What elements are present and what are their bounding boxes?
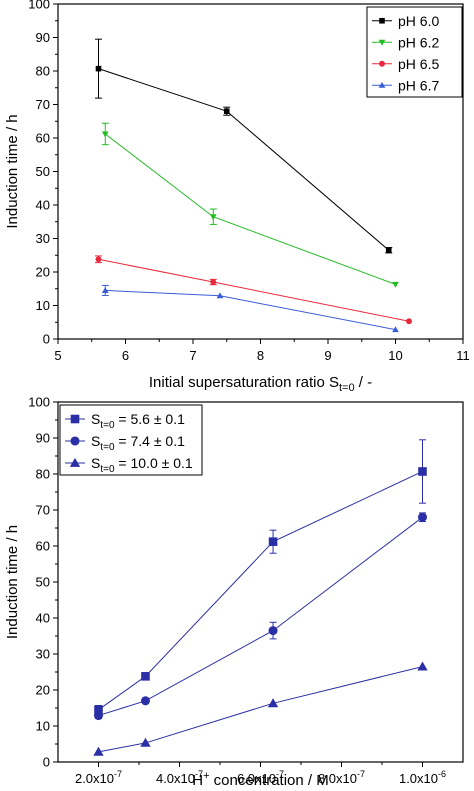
y-tick-label: 0 bbox=[43, 755, 50, 770]
series-line bbox=[104, 133, 396, 285]
data-point bbox=[101, 287, 109, 293]
data-point bbox=[216, 292, 224, 299]
y-tick-label: 100 bbox=[28, 0, 50, 12]
legend-label: St=0 = 10.0 ± 0.1 bbox=[91, 455, 193, 475]
legend-marker bbox=[379, 17, 385, 24]
x-axis-title: H+ concentration / M bbox=[192, 770, 329, 789]
data-point bbox=[94, 705, 103, 715]
x-tick-label: 6.0x10-7 bbox=[237, 769, 284, 786]
y-tick-label: 80 bbox=[36, 64, 50, 79]
data-point bbox=[268, 537, 278, 546]
series-st-0-5-6-0-1 bbox=[94, 439, 427, 715]
series-ph-6-7 bbox=[101, 284, 399, 333]
y-tick-label: 30 bbox=[36, 231, 50, 246]
data-point bbox=[406, 318, 412, 325]
data-point bbox=[223, 108, 230, 114]
x-tick-label: 9 bbox=[324, 348, 331, 363]
y-tick-label: 30 bbox=[36, 647, 50, 662]
data-point bbox=[140, 737, 151, 747]
y-tick-label: 10 bbox=[36, 719, 50, 734]
legend-marker bbox=[70, 436, 80, 446]
series-line bbox=[98, 471, 423, 711]
data-point bbox=[209, 214, 217, 221]
legend-marker bbox=[378, 39, 386, 46]
data-point bbox=[95, 65, 102, 72]
data-point bbox=[392, 326, 399, 333]
legend-marker bbox=[70, 414, 80, 424]
data-point bbox=[140, 696, 150, 706]
x-axis-title: Initial supersaturation ratio St=0 / - bbox=[149, 374, 372, 394]
y-tick-label: 60 bbox=[36, 131, 50, 146]
data-point bbox=[93, 746, 104, 756]
data-point bbox=[95, 256, 102, 263]
x-tick-label: 7 bbox=[189, 348, 196, 363]
y-tick-label: 70 bbox=[36, 503, 50, 518]
chart-induction-vs-supersaturation: 5 6 7 8 9 10 11 0 10 20 30 40 50 60 70 80 90 100 Induction… bbox=[4, 0, 470, 394]
y-tick-label: 40 bbox=[36, 611, 50, 626]
series-line bbox=[98, 516, 423, 717]
y-axis-title: Induction time / h bbox=[4, 114, 21, 228]
x-tick-label: 4.0x10-7 bbox=[156, 769, 203, 786]
data-point bbox=[101, 131, 109, 138]
x-tick-label: 5 bbox=[54, 348, 61, 363]
y-tick-label: 100 bbox=[28, 395, 50, 410]
data-point bbox=[418, 467, 427, 476]
x-tick-label: 1.0x10-6 bbox=[399, 769, 446, 786]
x-tick-label: 8.0x10-7 bbox=[318, 769, 365, 786]
series-line bbox=[98, 68, 390, 251]
data-point bbox=[210, 279, 217, 285]
y-tick-label: 70 bbox=[36, 97, 50, 112]
y-tick-label: 50 bbox=[36, 575, 50, 590]
series-line bbox=[98, 258, 410, 322]
data-point bbox=[392, 281, 399, 288]
series-st-0-7-4-0-1 bbox=[93, 512, 428, 721]
series-ph-6-0 bbox=[95, 38, 393, 254]
legend: pH 6.0 pH 6.2 pH 6.5 pH 6.7 bbox=[366, 6, 463, 98]
legend-marker bbox=[379, 60, 385, 67]
series-ph-6-2 bbox=[101, 122, 399, 288]
legend-label: pH 6.5 bbox=[398, 56, 439, 72]
y-tick-label: 90 bbox=[36, 30, 50, 45]
legend-label: pH 6.7 bbox=[398, 77, 439, 93]
y-tick-label: 0 bbox=[43, 332, 50, 347]
series-st-0-10-0-0-1 bbox=[93, 661, 428, 756]
y-tick-label: 80 bbox=[36, 467, 50, 482]
data-point bbox=[141, 672, 150, 681]
x-tick-label: 10 bbox=[388, 348, 402, 363]
y-tick-label: 40 bbox=[36, 198, 50, 213]
chart-induction-vs-h-concentration: 2.0x10-7 4.0x10-7 6.0x10-7 8.0x10-7 1.0x10-6… bbox=[4, 395, 464, 789]
x-tick-label: 6 bbox=[122, 348, 129, 363]
legend: St=0 = 5.6 ± 0.1St=0 = 7.4 ± 0.1St=0 = 1… bbox=[59, 404, 203, 476]
x-tick-label: 2.0x10-7 bbox=[75, 769, 122, 786]
y-tick-label: 10 bbox=[36, 298, 50, 313]
legend-label: pH 6.0 bbox=[398, 13, 439, 29]
x-tick-label: 8 bbox=[257, 348, 264, 363]
data-point bbox=[385, 247, 392, 254]
data-point bbox=[267, 698, 279, 708]
y-tick-label: 50 bbox=[36, 164, 50, 179]
x-tick-label: 11 bbox=[456, 348, 470, 363]
data-point bbox=[93, 711, 104, 721]
legend-label: pH 6.2 bbox=[398, 34, 439, 50]
data-point bbox=[417, 661, 428, 671]
y-tick-label: 20 bbox=[36, 683, 50, 698]
data-point bbox=[417, 512, 428, 522]
y-tick-label: 90 bbox=[36, 431, 50, 446]
series-line bbox=[98, 666, 423, 753]
y-tick-label: 60 bbox=[36, 539, 50, 554]
data-point bbox=[268, 626, 278, 636]
legend-label: St=0 = 7.4 ± 0.1 bbox=[91, 433, 185, 453]
y-axis-title: Induction time / h bbox=[4, 525, 21, 639]
legend-marker bbox=[69, 457, 81, 467]
legend-marker bbox=[378, 81, 386, 88]
legend-label: St=0 = 5.6 ± 0.1 bbox=[91, 411, 185, 431]
y-tick-label: 20 bbox=[36, 265, 50, 280]
series-ph-6-5 bbox=[95, 255, 412, 325]
